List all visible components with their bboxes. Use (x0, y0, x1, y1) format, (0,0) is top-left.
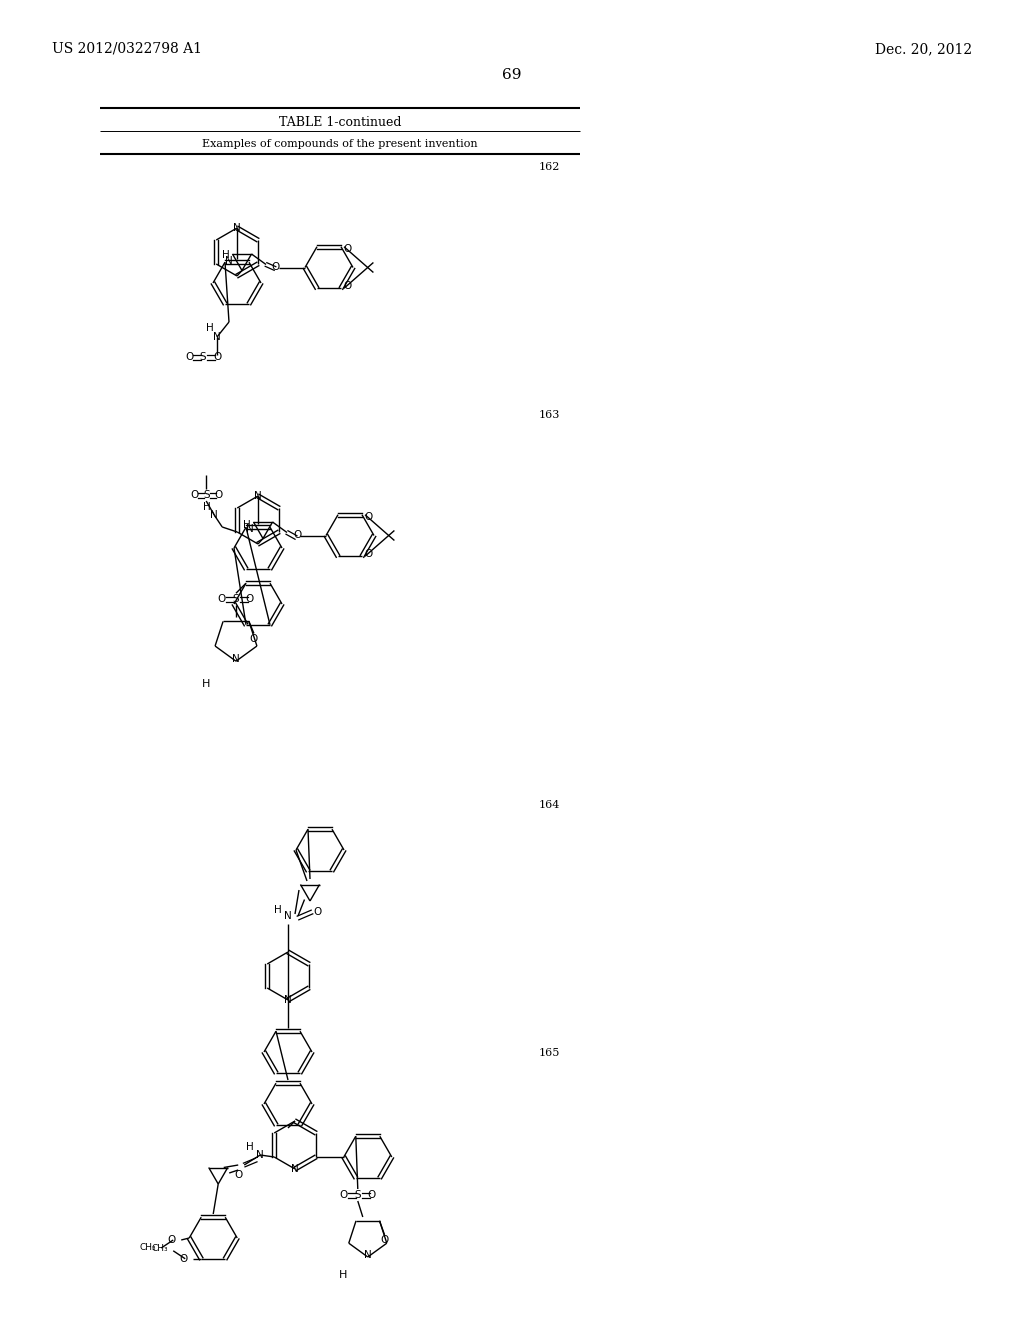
Text: N: N (213, 333, 221, 342)
Text: O: O (343, 244, 351, 253)
Text: S: S (200, 352, 206, 362)
Text: N: N (246, 524, 254, 535)
Text: N: N (232, 655, 240, 664)
Text: H: H (222, 251, 229, 260)
Text: N: N (284, 911, 292, 921)
Text: H: H (204, 502, 211, 512)
Text: N: N (210, 510, 218, 520)
Text: O: O (218, 594, 226, 605)
Text: N: N (225, 256, 233, 265)
Text: H: H (206, 323, 214, 333)
Text: O: O (179, 1254, 187, 1263)
Text: N: N (364, 1250, 372, 1261)
Text: H: H (243, 520, 251, 529)
Text: O: O (364, 512, 373, 521)
Text: O: O (250, 635, 258, 644)
Text: Dec. 20, 2012: Dec. 20, 2012 (874, 42, 972, 55)
Text: N: N (284, 995, 292, 1005)
Text: H: H (339, 1270, 347, 1280)
Text: S: S (232, 594, 240, 605)
Text: TABLE 1-continued: TABLE 1-continued (279, 116, 401, 129)
Text: S: S (354, 1191, 361, 1200)
Text: O: O (246, 594, 254, 605)
Text: N: N (233, 223, 241, 234)
Text: O: O (214, 490, 222, 500)
Text: O: O (314, 907, 323, 917)
Text: O: O (343, 281, 351, 292)
Text: O: O (213, 352, 221, 362)
Text: S: S (203, 490, 210, 500)
Text: O: O (380, 1234, 389, 1245)
Text: O: O (234, 1170, 243, 1180)
Text: CH₃: CH₃ (139, 1243, 157, 1253)
Text: O: O (368, 1191, 376, 1200)
Text: O: O (340, 1191, 348, 1200)
Text: O: O (167, 1236, 175, 1245)
Text: 163: 163 (539, 411, 560, 420)
Text: H: H (247, 1142, 254, 1152)
Text: H: H (274, 906, 282, 915)
Text: H: H (202, 680, 210, 689)
Text: O: O (364, 549, 373, 560)
Text: 165: 165 (539, 1048, 560, 1059)
Text: Examples of compounds of the present invention: Examples of compounds of the present inv… (202, 139, 478, 149)
Text: 164: 164 (539, 800, 560, 810)
Text: N: N (291, 1164, 299, 1173)
Text: N: N (256, 1150, 264, 1160)
Text: O: O (293, 531, 301, 540)
Text: 162: 162 (539, 162, 560, 172)
Text: CH₃: CH₃ (152, 1245, 168, 1253)
Text: 69: 69 (502, 69, 522, 82)
Text: O: O (185, 352, 194, 362)
Text: O: O (190, 490, 199, 500)
Text: O: O (272, 261, 281, 272)
Text: N: N (254, 491, 262, 502)
Text: US 2012/0322798 A1: US 2012/0322798 A1 (52, 42, 202, 55)
